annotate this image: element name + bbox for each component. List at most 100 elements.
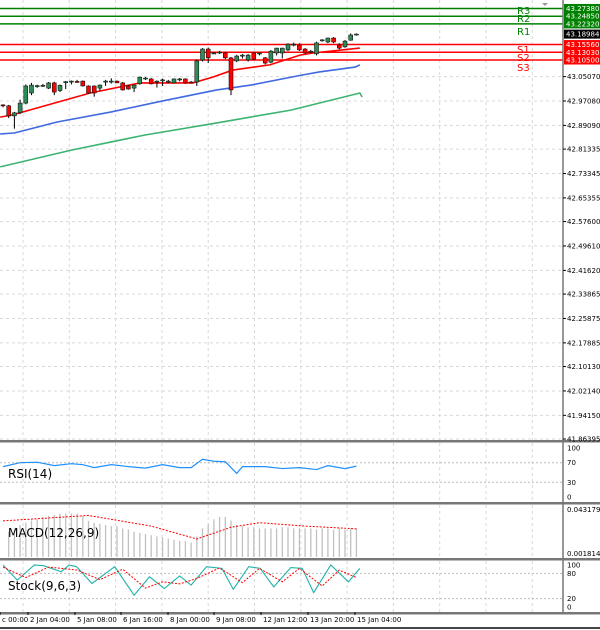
price-tick-label: 41.86395: [567, 436, 600, 444]
candle-bear: [337, 44, 342, 49]
time-tick-label: 2 Jan 04:00: [30, 616, 70, 624]
level-price-box-r3-text: 43.27380: [566, 5, 599, 13]
level-price-box-s1-text: 43.15560: [566, 41, 599, 49]
level-price-box-s1: [564, 40, 600, 50]
candle-bear: [183, 78, 188, 84]
candle-bear: [302, 48, 308, 54]
time-tick-label: 6 Jan 16:00: [123, 616, 163, 624]
time-tick-label: 13 Jan 20:00: [310, 616, 354, 624]
level-label-r1: R1: [517, 27, 530, 38]
candle-bull: [166, 80, 171, 83]
time-tick-label: 15 Jan 04:00: [357, 616, 401, 624]
candle-bull: [348, 34, 353, 41]
moving-averages: [0, 47, 363, 168]
price-tick-label: 42.57600: [567, 218, 600, 226]
price-tick-label: 42.25875: [567, 315, 600, 323]
rsi-tick-label: 0: [567, 494, 571, 502]
panel-separator: [0, 558, 600, 561]
macd-label: MACD(12,26,9): [8, 526, 99, 540]
candle-bull: [34, 85, 40, 87]
candle-bear: [262, 57, 268, 64]
stochastic-label: Stock(9,6,3): [8, 579, 81, 593]
candle-bull: [131, 84, 137, 89]
stoch-d-line: [2, 566, 357, 589]
candle-bull: [308, 50, 314, 53]
macd-tick-label: 0.001814: [567, 550, 600, 558]
level-label-r3: R3: [517, 6, 530, 17]
grid: [0, 0, 563, 612]
candle-bull: [160, 79, 165, 82]
current-price-box-text: 43.18984: [566, 31, 600, 39]
price-tick-label: 42.49610: [567, 242, 600, 250]
level-price-box-r3: [564, 3, 600, 13]
candle-bull: [291, 43, 296, 46]
price-tick-label: 42.81335: [567, 146, 600, 154]
candle-bull: [154, 80, 160, 83]
candle-bull: [29, 84, 34, 94]
candle-bear: [80, 80, 86, 87]
candle-bull: [171, 78, 177, 84]
candle-bear: [86, 85, 91, 94]
panel-separator: [0, 612, 600, 615]
panel-separator: [0, 440, 600, 443]
candle-bull: [245, 54, 251, 61]
rsi-label: RSI(14): [8, 467, 52, 481]
level-label-r2: R2: [517, 14, 530, 25]
candle-bull: [285, 43, 291, 51]
rsi-tick-label: 30: [567, 479, 576, 487]
candle-bear: [148, 78, 154, 85]
ma-mid-line: [0, 64, 361, 135]
candle-bear: [228, 57, 234, 91]
candle-bull: [177, 78, 182, 81]
ma-fast-line: [0, 47, 360, 118]
time-tick-label: 5 Jan 08:00: [77, 616, 117, 624]
rsi-line: [2, 458, 357, 475]
price-tick-label: 42.02140: [567, 387, 600, 395]
time-tick-label: 9 Jan 08:00: [216, 616, 256, 624]
candle-bear: [331, 37, 336, 43]
candle-bull: [354, 33, 359, 36]
level-price-box-r2: [564, 11, 600, 21]
level-price-box-s3: [564, 55, 600, 65]
candle-bull: [143, 77, 148, 80]
candle-bear: [188, 81, 194, 84]
time-tick-label: 8 Jan 00:00: [170, 616, 210, 624]
candle-bull: [137, 76, 143, 85]
level-price-box-r1: [564, 19, 600, 29]
macd-signal-line: [2, 514, 357, 540]
candle-bull: [97, 84, 103, 89]
level-label-s1: S1: [517, 45, 530, 56]
price-tick-label: 42.73345: [567, 170, 600, 178]
candle-bull: [103, 80, 108, 83]
candle-bull: [46, 82, 51, 89]
candle-bull: [217, 51, 222, 54]
price-tick-label: 42.89090: [567, 122, 600, 130]
time-tick-label: 12 Jan 12:00: [263, 616, 307, 624]
candle-bear: [74, 81, 80, 83]
level-price-box-s3-text: 43.10500: [566, 57, 599, 65]
candle-bull: [200, 48, 205, 61]
level-label-s2: S2: [517, 53, 530, 64]
level-price-box-s2-text: 43.13030: [566, 49, 599, 57]
candle-bear: [251, 52, 257, 60]
stoch-tick-label: 80: [567, 570, 576, 578]
candle-bear: [223, 52, 228, 59]
scroll-marker-icon: [542, 3, 548, 6]
candle-bull: [12, 112, 17, 117]
candle-bear: [297, 44, 302, 51]
candle-bull: [325, 37, 331, 43]
price-tick-label: 42.97080: [567, 98, 600, 106]
stoch-tick-label: 100: [567, 562, 580, 570]
candle-bull: [194, 60, 200, 83]
candle-bull: [257, 52, 262, 55]
stochastic-panel: [0, 564, 563, 600]
candle-bull: [342, 40, 348, 48]
panel-separator: [0, 502, 600, 505]
candle-bear: [6, 105, 11, 117]
candle-bull: [69, 80, 74, 83]
candle-bull: [17, 102, 23, 114]
price-tick-label: 42.10130: [567, 363, 600, 371]
